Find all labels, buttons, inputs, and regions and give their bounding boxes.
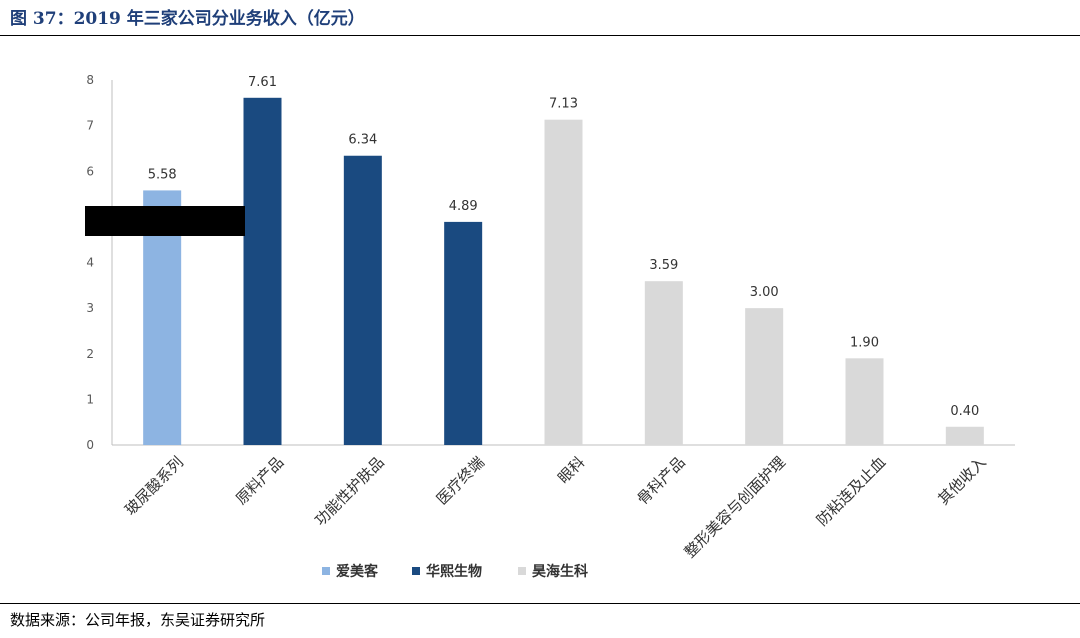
legend-label: 昊海生科 [532,563,588,580]
bar [945,426,984,445]
bar [544,119,583,445]
category-label: 原料产品 [232,453,287,508]
data-label: 7.13 [549,97,578,112]
legend-swatch [518,567,526,575]
data-label: 1.90 [850,335,879,350]
bar [444,221,483,445]
bar [243,97,282,445]
source-divider [0,603,1080,604]
category-label: 骨科产品 [633,453,688,508]
category-label: 眼科 [554,453,588,487]
category-label: 其他收入 [934,453,989,508]
y-tick-label: 6 [86,164,94,178]
data-label: 3.00 [750,285,779,300]
legend-label: 爱美客 [336,563,379,580]
data-label: 7.61 [248,75,277,90]
chart-title: 图 37：2019 年三家公司分业务收入（亿元） [10,9,365,29]
y-tick-label: 2 [86,347,94,361]
category-label: 医疗终端 [433,453,488,508]
source-note: 数据来源：公司年报，东吴证券研究所 [10,611,266,629]
legend-label: 华熙生物 [426,563,482,580]
data-label: 5.58 [148,167,177,182]
bar [343,155,382,446]
y-tick-label: 0 [86,438,94,452]
bar [745,308,784,445]
legend-swatch [412,567,420,575]
y-tick-labels: 012345678 [86,73,94,452]
category-label: 防粘连及止血 [813,453,889,529]
bars [143,97,984,446]
data-labels: 5.58 7.61 6.34 4.89 7.13 3.59 3.00 1.90 0.40 [148,75,980,419]
redaction-block [85,206,245,236]
category-label: 功能性护肤品 [311,453,387,529]
legend-swatch [322,567,330,575]
bar [845,358,884,445]
bar-chart: 012345678 5.587.616.344.897.133.593.001.… [85,73,1015,580]
title-divider [0,35,1080,36]
data-label: 3.59 [649,258,678,273]
category-label: 整形美容与创面护理 [681,453,789,561]
data-label: 4.89 [449,199,478,214]
y-tick-label: 3 [86,301,94,315]
bar [644,281,683,445]
category-label: 玻尿酸系列 [121,453,187,519]
y-tick-label: 8 [86,73,94,87]
data-label: 6.34 [348,133,377,148]
data-label: 0.40 [950,404,979,419]
y-tick-label: 7 [86,119,94,133]
y-tick-label: 4 [86,256,94,270]
y-tick-label: 1 [86,392,94,406]
legend: 爱美客 华熙生物 昊海生科 [322,563,588,580]
